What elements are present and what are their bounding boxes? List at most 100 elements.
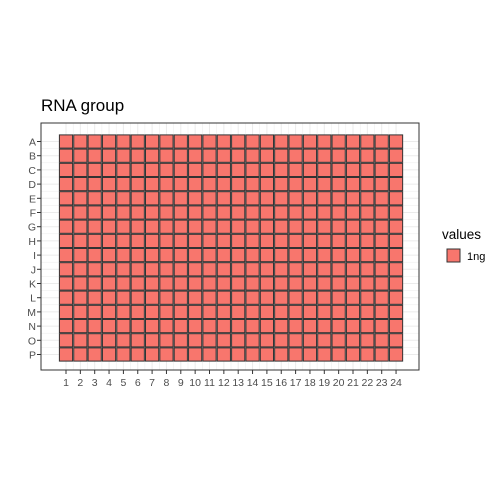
plate-cell-H21 xyxy=(345,233,361,249)
plate-cell-I8 xyxy=(159,248,174,263)
plate-cell-P1 xyxy=(58,347,74,362)
plate-cell-K15 xyxy=(259,276,274,291)
plate-cell-N1 xyxy=(58,319,74,334)
plate-cell-M22 xyxy=(360,304,375,319)
plate-cell-P21 xyxy=(345,347,361,362)
plate-cell-I18 xyxy=(302,248,318,263)
plate-cell-G23 xyxy=(374,219,389,234)
plate-cell-G6 xyxy=(130,219,145,234)
plate-cell-A10 xyxy=(188,134,203,149)
x-tick-label: 19 xyxy=(318,377,330,389)
plate-cell-A5 xyxy=(116,134,131,149)
plate-cell-I24 xyxy=(388,248,404,263)
plate-cell-F16 xyxy=(274,205,289,220)
plate-cell-N14 xyxy=(245,319,260,334)
plate-cell-B20 xyxy=(331,148,346,163)
plate-cell-F22 xyxy=(360,205,375,220)
chart-title: RNA group xyxy=(41,96,124,115)
x-tick-label: 24 xyxy=(390,377,402,389)
plate-cell-B7 xyxy=(145,148,160,163)
plate-cell-N6 xyxy=(130,319,145,334)
plate-cell-H8 xyxy=(159,233,174,249)
plate-cell-P13 xyxy=(231,347,246,362)
plate-cell-O3 xyxy=(87,333,102,348)
x-tick-label: 16 xyxy=(275,377,287,389)
plate-cell-L17 xyxy=(288,290,303,305)
x-tick-label: 22 xyxy=(362,377,374,389)
plate-cell-F15 xyxy=(259,205,274,220)
plate-cell-L5 xyxy=(116,290,131,305)
plate-cell-N7 xyxy=(145,319,160,334)
plate-cell-P9 xyxy=(173,347,188,362)
plate-cell-I7 xyxy=(145,248,160,263)
plate-cell-J24 xyxy=(388,262,404,277)
plate-cell-A11 xyxy=(202,134,217,149)
x-tick-label: 8 xyxy=(164,377,170,389)
plate-cell-A19 xyxy=(317,134,332,149)
plate-cell-H20 xyxy=(331,233,346,249)
legend-title: values xyxy=(442,227,481,242)
x-tick-label: 5 xyxy=(120,377,126,389)
plate-cell-G24 xyxy=(388,219,404,234)
plate-cell-H5 xyxy=(116,233,131,249)
plate-cell-L6 xyxy=(130,290,145,305)
plate-cell-G16 xyxy=(274,219,289,234)
plate-cell-H10 xyxy=(188,233,203,249)
plate-cell-F13 xyxy=(231,205,246,220)
x-tick-label: 20 xyxy=(333,377,345,389)
plate-cell-E8 xyxy=(159,191,174,206)
plate-cell-F24 xyxy=(388,205,404,220)
plate-cell-A2 xyxy=(73,134,88,149)
plate-cell-O20 xyxy=(331,333,346,348)
plate-cell-C6 xyxy=(130,162,145,178)
x-tick-label: 13 xyxy=(232,377,244,389)
plate-cell-L12 xyxy=(216,290,231,305)
plate-cell-M24 xyxy=(388,304,404,319)
y-tick-label: I xyxy=(33,250,36,262)
plate-cell-J6 xyxy=(130,262,145,277)
plate-cell-J23 xyxy=(374,262,389,277)
plate-cell-M2 xyxy=(73,304,88,319)
plate-cell-M9 xyxy=(173,304,188,319)
plate-cell-F2 xyxy=(73,205,88,220)
plate-cell-B1 xyxy=(58,148,74,163)
plate-cell-N4 xyxy=(101,319,117,334)
plate-cell-J18 xyxy=(302,262,318,277)
plate-cell-H2 xyxy=(73,233,88,249)
plate-cell-F14 xyxy=(245,205,260,220)
plate-cell-P17 xyxy=(288,347,303,362)
plate-cell-P10 xyxy=(188,347,203,362)
plate-cell-M17 xyxy=(288,304,303,319)
plate-cell-L7 xyxy=(145,290,160,305)
plate-cell-C17 xyxy=(288,162,303,178)
plate-cell-M10 xyxy=(188,304,203,319)
plate-cell-M8 xyxy=(159,304,174,319)
y-tick-label: B xyxy=(29,151,36,163)
plate-cell-N11 xyxy=(202,319,217,334)
plate-cell-M18 xyxy=(302,304,318,319)
plate-cell-D11 xyxy=(202,177,217,192)
plate-cell-N2 xyxy=(73,319,88,334)
plate-cell-A22 xyxy=(360,134,375,149)
plate-cell-G10 xyxy=(188,219,203,234)
plate-cell-O15 xyxy=(259,333,274,348)
plate-cell-M20 xyxy=(331,304,346,319)
plate-cell-I4 xyxy=(101,248,117,263)
plate-cell-G4 xyxy=(101,219,117,234)
plate-cell-J4 xyxy=(101,262,117,277)
plate-cell-P15 xyxy=(259,347,274,362)
plate-cell-H24 xyxy=(388,233,404,249)
plate-cell-G2 xyxy=(73,219,88,234)
y-tick-label: F xyxy=(30,208,36,220)
plate-cell-F1 xyxy=(58,205,74,220)
plate-cell-F7 xyxy=(145,205,160,220)
plate-cell-K10 xyxy=(188,276,203,291)
plate-cell-P18 xyxy=(302,347,318,362)
plate-cell-B11 xyxy=(202,148,217,163)
legend-key xyxy=(446,248,461,263)
x-tick-label: 11 xyxy=(204,377,215,389)
plate-cell-G21 xyxy=(345,219,361,234)
plate-cell-K21 xyxy=(345,276,361,291)
plate-cell-H6 xyxy=(130,233,145,249)
x-tick-label: 9 xyxy=(178,377,184,389)
